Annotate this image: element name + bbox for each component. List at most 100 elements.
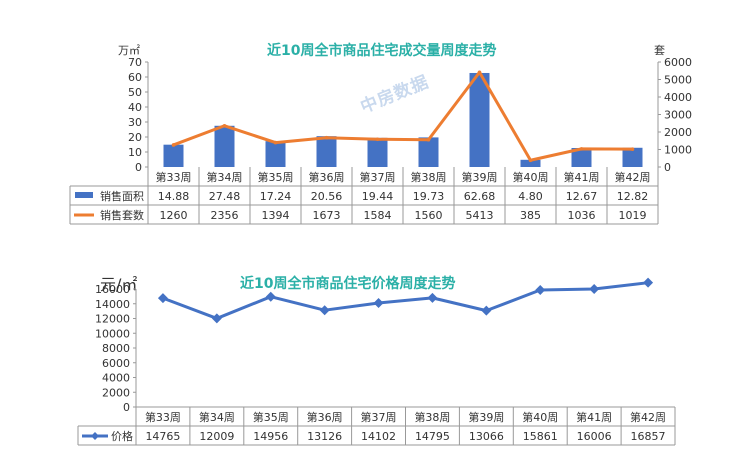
chart1-right-tick-label: 6000 — [664, 56, 692, 69]
chart2-category-label: 第37周 — [361, 410, 397, 424]
chart2-tick-label: 12000 — [95, 313, 130, 326]
chart2-line-point — [319, 305, 330, 316]
chart2-tick-label: 8000 — [102, 342, 130, 355]
chart2-category-label: 第38周 — [414, 410, 450, 424]
chart1-bar — [622, 147, 643, 167]
chart1-right-tick-label: 1000 — [664, 144, 692, 157]
chart1-left-tick-label: 20 — [128, 131, 142, 144]
chart1-left-tick-label: 0 — [135, 161, 142, 174]
chart2-category-label: 第40周 — [522, 410, 558, 424]
chart1-left-tick-label: 50 — [128, 86, 142, 99]
chart2-line-point — [157, 293, 168, 304]
chart1-line-value-label: 1394 — [262, 209, 290, 222]
chart1-legend-bar-swatch — [75, 192, 93, 198]
chart2-category-label: 第34周 — [199, 410, 235, 424]
chart1-bar — [163, 144, 184, 167]
chart1-bar — [571, 147, 592, 167]
chart1-bar-value-label: 12.67 — [566, 190, 598, 203]
chart1-line-series — [172, 70, 633, 162]
chart2-line-point — [643, 277, 654, 288]
chart1-title: 近10周全市商品住宅成交量周度走势 — [267, 43, 497, 59]
chart2-line-point — [211, 313, 222, 324]
chart2-tick-label: 10000 — [95, 327, 130, 340]
chart2-title: 近10周全市商品住宅价格周度走势 — [240, 276, 456, 292]
chart2-category-label: 第36周 — [307, 410, 343, 424]
chart2-value-label: 14765 — [145, 430, 180, 443]
chart2-value-label: 14956 — [253, 430, 288, 443]
chart2-tick-label: 16000 — [95, 283, 130, 296]
chart1-category-label: 第33周 — [156, 170, 192, 184]
chart1-right-tick-label: 0 — [664, 161, 671, 174]
chart1-category-label: 第40周 — [513, 170, 549, 184]
chart1-legend-bar-label: 销售面积 — [100, 189, 144, 203]
chart2-line-point — [535, 285, 546, 296]
chart1-category-label: 第35周 — [258, 170, 294, 184]
chart1-category-label: 第37周 — [360, 170, 396, 184]
chart2-line-point — [265, 291, 276, 302]
chart1-line-value-label: 1260 — [160, 209, 188, 222]
chart2-value-label: 14102 — [361, 430, 396, 443]
chart1-bar — [520, 159, 541, 167]
chart1-right-tick-label: 2000 — [664, 126, 692, 139]
chart1-bar-value-label: 20.56 — [311, 190, 343, 203]
chart2-value-label: 13126 — [307, 430, 342, 443]
chart1-bar — [469, 72, 490, 167]
chart1-left-tick-label: 60 — [128, 71, 142, 84]
chart2-tick-label: 6000 — [102, 357, 130, 370]
chart1-line-point — [579, 147, 584, 151]
chart2-category-label: 第42周 — [630, 410, 666, 424]
chart1-line-value-label: 1019 — [619, 209, 647, 222]
chart1-line-value-label: 2356 — [211, 209, 239, 222]
chart1-left-tick-label: 30 — [128, 116, 142, 129]
chart1-bar-value-label: 19.73 — [413, 190, 445, 203]
chart2-axis-unit: 元/㎡ — [100, 275, 138, 294]
chart1-bar — [214, 125, 235, 167]
chart1-line-value-label: 1036 — [568, 209, 596, 222]
chart1-bar — [418, 137, 439, 167]
chart2-category-label: 第41周 — [576, 410, 612, 424]
chart1-category-label: 第41周 — [564, 170, 600, 184]
chart1-right-axis-unit: 套 — [654, 44, 665, 57]
chart1-left-tick-label: 40 — [128, 101, 142, 114]
chart1-bar — [316, 136, 337, 167]
chart1-right-tick-label: 4000 — [664, 91, 692, 104]
chart2-legend-label: 价格 — [111, 429, 133, 443]
chart2-value-label: 16006 — [577, 430, 612, 443]
chart1-line-point — [375, 137, 380, 142]
chart1-line-value-label: 1584 — [364, 209, 392, 222]
chart1-legend-line-label: 销售套数 — [100, 208, 144, 222]
chart1-right-tick-label: 5000 — [664, 74, 692, 87]
chart1-bar-value-label: 14.88 — [158, 190, 190, 203]
chart1-bar-value-label: 62.68 — [464, 190, 496, 203]
chart1-category-label: 第36周 — [309, 170, 345, 184]
chart1-line-point — [477, 70, 482, 75]
chart1-line-value-label: 5413 — [466, 209, 494, 222]
chart2-value-label: 14795 — [415, 430, 450, 443]
chart1-left-axis-unit: 万㎡ — [118, 44, 140, 57]
chart2-tick-label: 14000 — [95, 298, 130, 311]
chart2-tick-label: 2000 — [102, 386, 130, 399]
chart1-bar — [265, 141, 286, 167]
chart1-line-point — [630, 147, 635, 151]
chart2-value-label: 16857 — [631, 430, 666, 443]
chart2-value-label: 12009 — [199, 430, 234, 443]
chart2-legend-marker — [91, 432, 99, 440]
chart1-bar-value-label: 17.24 — [260, 190, 292, 203]
chart1-bar — [367, 137, 388, 167]
chart2-line-series — [162, 281, 649, 320]
chart2-category-label: 第39周 — [468, 410, 504, 424]
chart2-category-label: 第35周 — [253, 410, 289, 424]
chart1-category-label: 第34周 — [207, 170, 243, 184]
chart1-line-value-label: 385 — [520, 209, 541, 222]
chart1-bar-value-label: 4.80 — [518, 190, 543, 203]
chart1-line-value-label: 1673 — [313, 209, 341, 222]
chart1-bar-value-label: 19.44 — [362, 190, 394, 203]
chart2-category-label: 第33周 — [145, 410, 181, 424]
chart1-line-point — [528, 158, 533, 163]
chart1-line-value-label: 1560 — [415, 209, 443, 222]
chart1-category-label: 第38周 — [411, 170, 447, 184]
chart1-bar-value-label: 27.48 — [209, 190, 241, 203]
chart2-value-label: 15861 — [523, 430, 558, 443]
